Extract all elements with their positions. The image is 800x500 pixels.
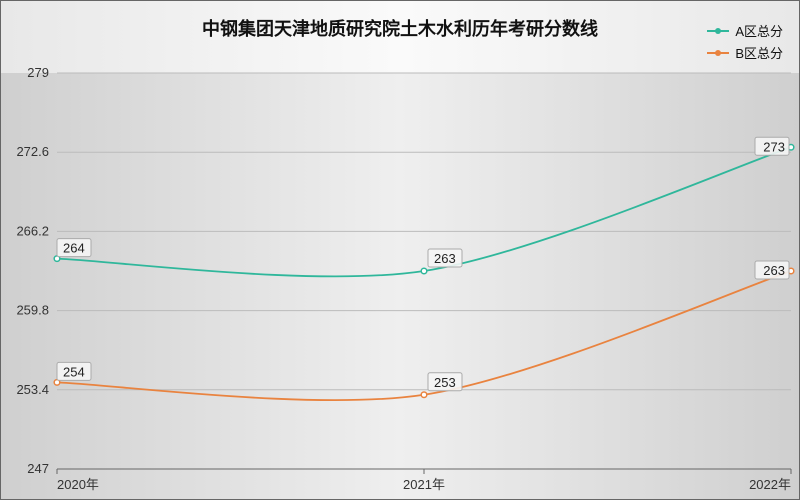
svg-text:263: 263 [434, 251, 456, 266]
svg-text:266.2: 266.2 [16, 223, 49, 238]
svg-text:254: 254 [63, 364, 85, 379]
svg-text:273: 273 [763, 139, 785, 154]
svg-text:279: 279 [27, 65, 49, 80]
svg-text:259.8: 259.8 [16, 303, 49, 318]
svg-text:253.4: 253.4 [16, 382, 49, 397]
svg-text:2022年: 2022年 [749, 477, 791, 492]
chart-canvas: 247 253.4 259.8 266.2 272.6 279 2020年 2021年 2022… [1, 1, 800, 500]
svg-text:2021年: 2021年 [403, 477, 445, 492]
svg-text:2020年: 2020年 [57, 477, 99, 492]
svg-text:264: 264 [63, 241, 85, 256]
svg-text:247: 247 [27, 461, 49, 476]
svg-text:263: 263 [763, 263, 785, 278]
svg-text:253: 253 [434, 375, 456, 390]
svg-text:272.6: 272.6 [16, 144, 49, 159]
